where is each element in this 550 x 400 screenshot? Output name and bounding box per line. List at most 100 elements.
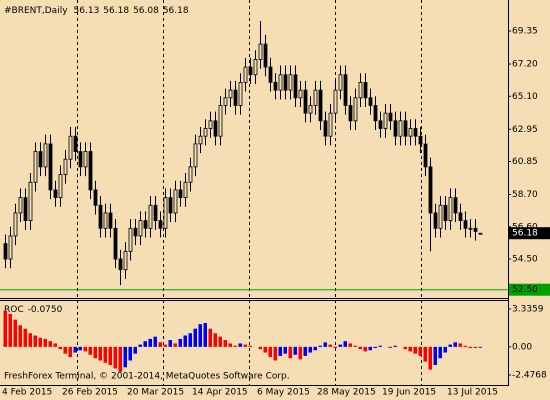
histogram-bar xyxy=(213,333,217,347)
histogram-bar xyxy=(183,335,187,347)
x-tick-label: 14 Apr 2015 xyxy=(192,388,248,398)
histogram-bar xyxy=(293,346,297,355)
histogram-bar xyxy=(173,343,177,347)
low-value: 56.08 xyxy=(133,6,159,16)
y-tick-label: -2.4768 xyxy=(512,370,547,380)
histogram-bar xyxy=(433,346,437,366)
histogram-bar xyxy=(68,346,72,358)
histogram-bar xyxy=(373,346,377,348)
candle-body xyxy=(258,43,263,60)
histogram-bar xyxy=(53,343,57,347)
histogram-bar xyxy=(378,345,382,347)
high-value: 56.18 xyxy=(103,6,129,16)
histogram-bar xyxy=(348,343,352,347)
candle-body xyxy=(443,204,448,222)
x-tick-label: 13 Jul 2015 xyxy=(447,388,498,398)
candle-body xyxy=(53,189,58,198)
histogram-bar xyxy=(198,324,202,347)
candle-body xyxy=(153,204,158,222)
x-tick-label: 26 Feb 2015 xyxy=(62,388,118,398)
histogram-bar xyxy=(153,336,157,347)
histogram-bar xyxy=(113,346,117,369)
candle-body xyxy=(228,89,233,99)
candle-body xyxy=(148,204,153,229)
candle-body xyxy=(328,112,333,137)
candle-body xyxy=(363,82,368,99)
histogram-bar xyxy=(178,338,182,347)
histogram-bar xyxy=(203,323,207,347)
histogram-bar xyxy=(363,346,367,352)
y-tick-label: 60.85 xyxy=(512,157,538,167)
candle-body xyxy=(213,120,218,137)
candle-body xyxy=(3,243,8,260)
candle-body xyxy=(393,120,398,137)
bid-label: 56.18 xyxy=(512,229,538,239)
candle-body xyxy=(93,189,98,206)
histogram-bar xyxy=(133,346,137,354)
y-tick-label: 58.70 xyxy=(512,190,538,200)
histogram-bar xyxy=(123,346,127,368)
histogram-bar xyxy=(18,325,22,347)
histogram-bar xyxy=(258,346,262,350)
candle-body xyxy=(308,105,313,114)
candle-body xyxy=(273,82,278,91)
histogram-bar xyxy=(343,341,347,347)
candle-body xyxy=(133,227,138,237)
histogram-bar xyxy=(478,346,482,348)
level-label-box xyxy=(509,283,550,296)
histogram-bar xyxy=(413,346,417,354)
candle-body xyxy=(268,66,273,83)
candle-body xyxy=(388,112,393,122)
frame xyxy=(0,0,509,386)
histogram-bar xyxy=(408,346,412,352)
histogram-bar xyxy=(148,338,152,347)
histogram-bar xyxy=(93,346,97,359)
histogram-bar xyxy=(438,346,442,359)
candle-body xyxy=(368,97,373,106)
histogram-bar xyxy=(228,343,232,347)
histogram-bar xyxy=(223,340,227,347)
histogram-bar xyxy=(233,345,237,347)
candle-body xyxy=(373,105,378,122)
candle-body xyxy=(48,143,53,191)
x-tick-label: 28 May 2015 xyxy=(317,388,376,398)
histogram-bar xyxy=(473,346,477,348)
histogram-bar xyxy=(463,345,467,347)
candle-body xyxy=(83,151,88,168)
candle-body xyxy=(88,151,93,191)
histogram-bar xyxy=(83,346,87,352)
histogram-bar xyxy=(108,346,112,366)
candle-body xyxy=(423,143,428,168)
candle-body xyxy=(33,151,38,183)
candle-body xyxy=(73,135,78,152)
histogram-bar xyxy=(453,342,457,347)
candle-body xyxy=(193,143,198,168)
histogram-bar xyxy=(328,344,332,347)
histogram-bar xyxy=(338,344,342,347)
x-tick-label: 4 Feb 2015 xyxy=(2,388,52,398)
y-tick-label: 67.20 xyxy=(512,60,538,70)
indicator-name: ROC xyxy=(4,305,24,315)
candle-body xyxy=(408,128,413,137)
candle-body xyxy=(223,97,228,106)
candle-body xyxy=(13,212,18,237)
open-value: 56.13 xyxy=(74,6,100,16)
candle-body xyxy=(358,82,363,99)
histogram-bar xyxy=(218,336,222,347)
candle-body xyxy=(283,74,288,91)
candle-body xyxy=(158,220,163,229)
histogram-bar xyxy=(168,340,172,347)
histogram-bar xyxy=(138,344,142,347)
histogram-bar xyxy=(158,342,162,347)
histogram-bar xyxy=(368,346,372,351)
candle-body xyxy=(78,151,83,168)
x-tick-label: 20 Mar 2015 xyxy=(127,388,184,398)
histogram-bar xyxy=(273,346,277,361)
histogram-bar xyxy=(353,345,357,347)
histogram-bar xyxy=(163,344,167,347)
candle-body xyxy=(233,89,238,106)
candle-body xyxy=(323,120,328,137)
candle-body xyxy=(58,174,63,198)
